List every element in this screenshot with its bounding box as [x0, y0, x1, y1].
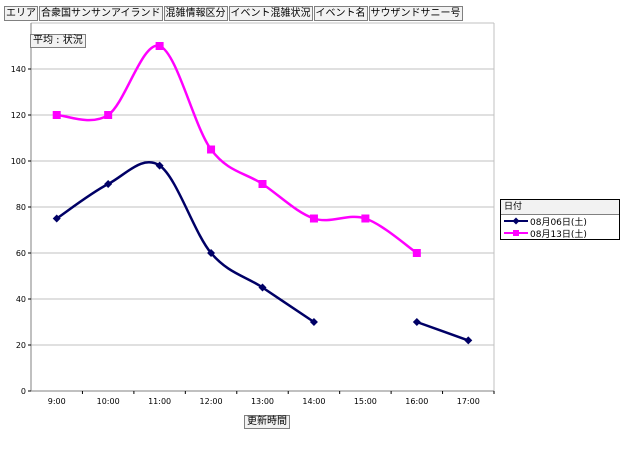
data-point [412, 249, 421, 257]
legend-title[interactable]: 日付 [501, 200, 619, 215]
y-tick-label: 20 [16, 341, 26, 350]
x-tick-label: 15:00 [354, 397, 377, 406]
x-tick-labels: 9:00 10:00 11:00 12:00 13:00 14:00 15:00 16:00 1… [48, 391, 495, 406]
data-point [258, 180, 267, 188]
filter-field-event[interactable]: イベント名 [313, 6, 368, 21]
x-tick-label: 13:00 [251, 397, 274, 406]
data-point [207, 249, 216, 257]
filter-field-category[interactable]: 混雑情報区分 [163, 6, 228, 21]
data-point [258, 283, 267, 292]
data-point [412, 318, 421, 326]
data-point [52, 214, 61, 223]
filter-value-category[interactable]: イベント混雑状況 [228, 6, 313, 21]
series-line [416, 320, 469, 342]
data-point [104, 180, 113, 188]
x-tick-label: 9:00 [48, 397, 66, 406]
legend-item-series-2[interactable]: 08月13日(土) [501, 227, 619, 240]
series-2 [52, 42, 421, 257]
axis-field-button[interactable]: 更新時間 [244, 415, 290, 429]
filter-value-area[interactable]: 合衆国サンサンアイランド [39, 6, 163, 21]
data-field-button[interactable]: 平均 : 状況 [30, 34, 86, 48]
diamond-marker-icon [504, 217, 528, 225]
data-point [52, 111, 61, 119]
legend-label-series-1: 08月06日(土) [530, 217, 587, 228]
y-tick-label: 80 [16, 203, 26, 212]
series-1 [52, 161, 473, 345]
data-point [155, 161, 164, 170]
filter-field-area[interactable]: エリア [4, 6, 38, 21]
x-tick-label: 11:00 [148, 397, 171, 406]
series-line [56, 161, 315, 324]
x-tick-label: 10:00 [97, 397, 120, 406]
data-point [464, 336, 473, 345]
y-tick-label: 60 [16, 249, 26, 258]
page-filter-bar: エリア 合衆国サンサンアイランド 混雑情報区分 イベント混雑状況 イベント名 サ… [4, 6, 464, 21]
data-point [207, 145, 216, 154]
y-tick-label: 140 [11, 65, 26, 74]
y-tick-label: 40 [16, 295, 26, 304]
data-point [309, 214, 318, 223]
y-tick-labels: 0 20 40 60 80 100 120 140 [11, 65, 31, 396]
x-tick-label: 17:00 [457, 397, 480, 406]
legend-item-series-1[interactable]: 08月06日(土) [501, 215, 619, 228]
series-line [56, 44, 418, 255]
series-lines [52, 42, 473, 345]
square-marker-icon [504, 230, 528, 236]
gridlines [31, 22, 495, 391]
data-point [104, 111, 113, 119]
y-tick-label: 100 [11, 157, 26, 166]
x-tick-label: 16:00 [405, 397, 428, 406]
data-point [361, 214, 370, 223]
y-tick-label: 0 [21, 387, 26, 396]
chart-legend: 日付 08月06日(土) 08月13日(土) [500, 199, 620, 240]
x-tick-label: 12:00 [200, 397, 223, 406]
x-tick-label: 14:00 [302, 397, 325, 406]
y-tick-label: 120 [11, 111, 26, 120]
data-point [309, 318, 318, 326]
legend-label-series-2: 08月13日(土) [530, 229, 587, 240]
filter-value-event[interactable]: サウザンドサニー号 [368, 6, 463, 21]
data-point [155, 42, 164, 50]
